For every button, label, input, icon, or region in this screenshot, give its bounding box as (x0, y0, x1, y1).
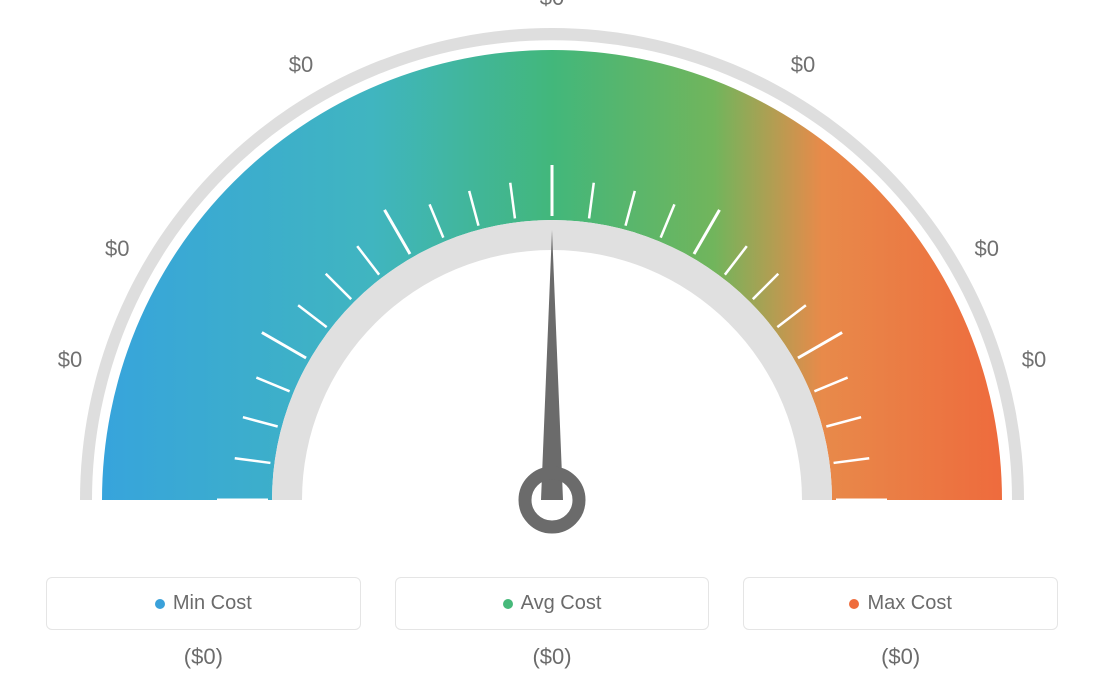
legend-col-max: Max Cost ($0) (743, 577, 1058, 670)
legend-badge-min: Min Cost (46, 577, 361, 630)
legend-dot-avg (503, 599, 513, 609)
legend-badge-avg: Avg Cost (395, 577, 710, 630)
gauge-tick-label: $0 (289, 52, 313, 78)
legend-value-min: ($0) (184, 644, 223, 670)
legend-row: Min Cost ($0) Avg Cost ($0) Max Cost ($0… (46, 577, 1058, 670)
gauge-svg (0, 0, 1104, 560)
gauge-tick-label: $0 (540, 0, 564, 11)
legend-col-min: Min Cost ($0) (46, 577, 361, 670)
legend-value-max: ($0) (881, 644, 920, 670)
legend-dot-min (155, 599, 165, 609)
legend-badge-max: Max Cost (743, 577, 1058, 630)
gauge-chart-container: $0 $0 $0 $0 $0 $0 $0 Min Cost ($0) Avg Cost ($… (0, 0, 1104, 690)
legend-label-min: Min Cost (173, 592, 252, 615)
gauge-tick-label: $0 (58, 347, 82, 373)
legend-col-avg: Avg Cost ($0) (395, 577, 710, 670)
gauge-area: $0 $0 $0 $0 $0 $0 $0 (0, 0, 1104, 560)
gauge-tick-label: $0 (791, 52, 815, 78)
legend-label-avg: Avg Cost (521, 592, 602, 615)
legend-dot-max (849, 599, 859, 609)
gauge-tick-label: $0 (1022, 347, 1046, 373)
legend-label-max: Max Cost (867, 592, 951, 615)
gauge-tick-label: $0 (105, 236, 129, 262)
gauge-tick-label: $0 (974, 236, 998, 262)
legend-value-avg: ($0) (532, 644, 571, 670)
